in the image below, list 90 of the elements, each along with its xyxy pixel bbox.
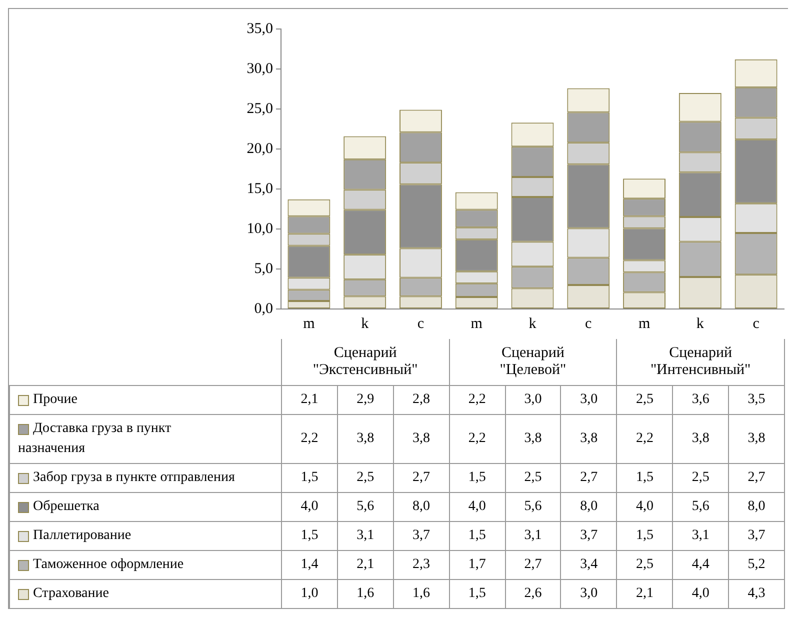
legend-label: Забор груза в пункте отправления: [33, 470, 235, 485]
data-label: 1,6: [393, 580, 450, 608]
data-label: 3,7: [393, 522, 450, 550]
data-label: 2,5: [616, 550, 673, 580]
legend-label: Паллетирование: [33, 528, 132, 543]
data-label: 3,7: [560, 522, 617, 550]
x-tick-label: k: [361, 316, 370, 332]
data-label: 2,6: [505, 580, 561, 608]
data-label: 3,5: [728, 386, 784, 414]
x-tick-label: m: [470, 316, 483, 332]
data-label: 5,6: [337, 492, 394, 522]
data-label: 3,1: [505, 522, 561, 550]
x-tick-label: c: [585, 316, 592, 332]
data-label: 3,6: [672, 386, 728, 414]
data-label: 3,8: [337, 414, 394, 464]
data-label: 3,1: [337, 522, 394, 550]
data-label: 8,0: [393, 492, 450, 522]
legend-label: Обрешетка: [33, 499, 100, 514]
data-label: 2,7: [393, 464, 450, 492]
data-label: 4,3: [728, 580, 784, 608]
y-tick-label: 35,0: [246, 20, 273, 37]
data-label: 8,0: [728, 492, 784, 522]
y-tick-label: 30,0: [246, 60, 273, 77]
x-tick-label: m: [303, 316, 316, 332]
data-label: 2,9: [337, 386, 394, 414]
data-label: 1,5: [449, 522, 505, 550]
legend-label: Доставка груза в пункт назначения: [18, 421, 172, 456]
x-tick-label: k: [528, 316, 537, 332]
data-label: 5,6: [672, 492, 728, 522]
data-label: 2,7: [728, 464, 784, 492]
x-tick-label: c: [752, 316, 760, 332]
data-label: 3,7: [728, 522, 784, 550]
data-label: 4,0: [282, 492, 338, 522]
y-tick-label: 20,0: [246, 140, 273, 157]
data-label: 1,5: [616, 522, 673, 550]
y-tick-label: 0,0: [254, 300, 273, 317]
text: Сценарий "Экстенсивный": [312, 345, 419, 379]
data-label: 2,2: [449, 386, 505, 414]
data-label: 2,5: [505, 464, 561, 492]
data-label: 3,8: [505, 414, 561, 464]
y-tick-label: 15,0: [246, 180, 273, 197]
y-tick-label: 5,0: [254, 260, 273, 277]
data-label: 2,2: [449, 414, 505, 464]
data-label: 3,8: [393, 414, 450, 464]
data-label: 8,0: [560, 492, 617, 522]
data-label: 2,7: [505, 550, 561, 580]
data-label: 1,5: [616, 464, 673, 492]
text: Сценарий "Целевой": [498, 345, 568, 379]
data-label: 1,5: [282, 522, 338, 550]
data-label: 3,0: [560, 386, 617, 414]
data-label: 2,8: [393, 386, 450, 414]
data-label: 1,6: [337, 580, 394, 608]
legend-label: Таможенное оформление: [33, 557, 184, 572]
data-label: 1,5: [449, 464, 505, 492]
data-label: 2,1: [282, 386, 338, 414]
data-label: 1,7: [449, 550, 505, 580]
legend-label: Прочие: [33, 392, 78, 407]
data-label: 2,2: [282, 414, 338, 464]
data-label: 1,5: [282, 464, 338, 492]
x-tick-label: c: [417, 316, 424, 332]
data-label: 2,7: [560, 464, 617, 492]
text: Сценарий "Интенсивный": [649, 345, 752, 379]
data-label: 4,0: [672, 580, 728, 608]
data-label: 2,1: [337, 550, 394, 580]
data-label: 2,5: [616, 386, 673, 414]
data-label: 2,2: [616, 414, 673, 464]
data-label: 4,4: [672, 550, 728, 580]
data-label: 3,1: [672, 522, 728, 550]
data-label: 4,0: [449, 492, 505, 522]
data-label: 3,8: [728, 414, 784, 464]
data-label: 1,5: [449, 580, 505, 608]
data-label: 4,0: [616, 492, 673, 522]
data-label: 2,5: [672, 464, 728, 492]
data-label: 1,0: [282, 580, 338, 608]
legend-label: Страхование: [33, 586, 109, 601]
y-tick-label: 10,0: [246, 220, 273, 237]
data-label: 2,1: [616, 580, 673, 608]
data-label: 2,3: [393, 550, 450, 580]
data-label: 3,8: [560, 414, 617, 464]
data-label: 5,6: [505, 492, 561, 522]
y-tick-label: 25,0: [246, 100, 273, 117]
data-label: 3,8: [672, 414, 728, 464]
data-label: 2,5: [337, 464, 394, 492]
data-label: 5,2: [728, 550, 784, 580]
data-label: 3,0: [505, 386, 561, 414]
data-label: 3,0: [560, 580, 617, 608]
x-tick-label: k: [696, 316, 704, 332]
data-label: 3,4: [560, 550, 617, 580]
data-label: 1,4: [282, 550, 338, 580]
x-tick-label: m: [638, 316, 650, 332]
